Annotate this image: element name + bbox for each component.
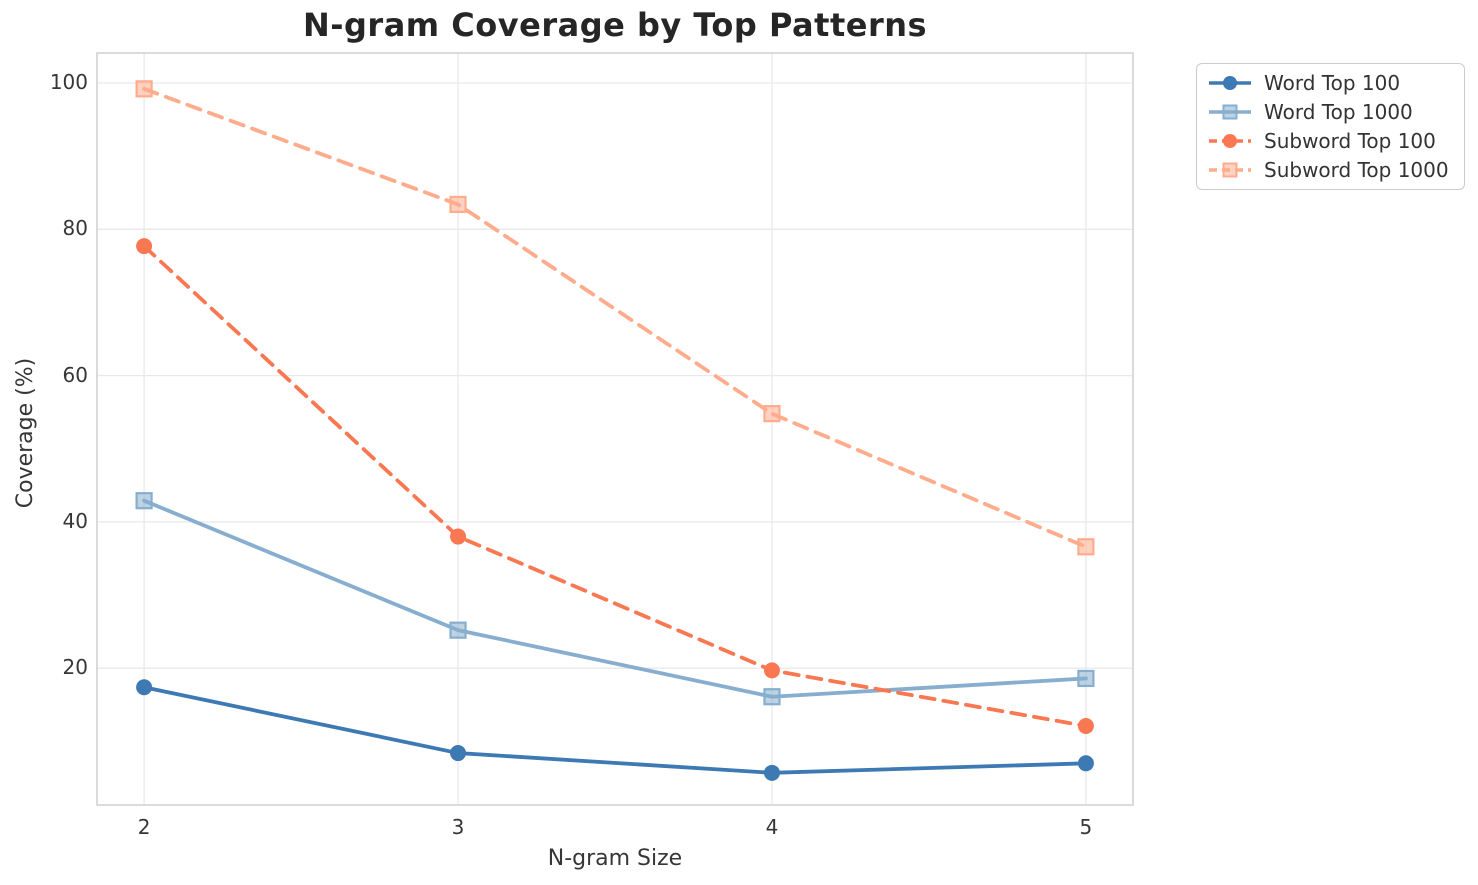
x-tick-label: 2 bbox=[137, 815, 151, 839]
legend-label: Subword Top 1000 bbox=[1264, 157, 1449, 182]
data-point-subword-top-100 bbox=[136, 238, 153, 255]
legend-marker-circle-icon bbox=[1223, 133, 1237, 148]
data-point-word-top-100 bbox=[450, 745, 467, 762]
data-point-word-top-100 bbox=[136, 679, 153, 696]
series-line-word-top-1000 bbox=[142, 498, 1088, 699]
data-point-subword-top-1000 bbox=[763, 405, 781, 423]
legend-item-word-top-100: Word Top 100 bbox=[1207, 71, 1454, 95]
legend-sample-circle-icon bbox=[1209, 76, 1251, 91]
data-point-subword-top-100 bbox=[450, 528, 467, 545]
data-point-word-top-1000 bbox=[763, 688, 781, 706]
legend: Word Top 100 Word Top 1000 Subword Top 100… bbox=[1196, 63, 1465, 190]
chart-title: N-gram Coverage by Top Patterns bbox=[302, 6, 928, 44]
legend-item-subword-top-1000: Subword Top 1000 bbox=[1207, 158, 1454, 182]
legend-marker-square-icon bbox=[1222, 162, 1238, 178]
data-point-subword-top-1000 bbox=[449, 195, 467, 214]
data-point-word-top-1000 bbox=[135, 492, 153, 510]
series-line-word-top-100 bbox=[142, 685, 1088, 775]
series-line-subword-top-1000 bbox=[142, 86, 1088, 549]
legend-label: Word Top 1000 bbox=[1264, 100, 1413, 125]
data-point-subword-top-1000 bbox=[135, 80, 153, 98]
x-axis-label: N-gram Size bbox=[547, 846, 683, 871]
data-point-word-top-1000 bbox=[449, 621, 467, 639]
series-line-subword-top-100 bbox=[142, 244, 1088, 728]
x-tick-label: 4 bbox=[765, 815, 779, 839]
legend-sample-circle-icon bbox=[1209, 133, 1251, 148]
legend-sample-square-icon bbox=[1209, 162, 1251, 178]
data-point-subword-top-100 bbox=[1077, 717, 1094, 734]
data-point-subword-top-100 bbox=[763, 662, 780, 679]
data-point-word-top-1000 bbox=[1077, 669, 1095, 688]
legend-item-subword-top-100: Subword Top 100 bbox=[1207, 129, 1454, 153]
legend-marker-circle-icon bbox=[1223, 76, 1237, 91]
legend-label: Word Top 100 bbox=[1264, 71, 1401, 96]
legend-label: Subword Top 100 bbox=[1264, 128, 1436, 153]
data-point-word-top-100 bbox=[763, 764, 780, 781]
data-point-word-top-100 bbox=[1077, 755, 1094, 772]
x-tick-label: 5 bbox=[1079, 815, 1093, 839]
y-tick-label: 20 bbox=[62, 655, 88, 680]
y-tick-label: 60 bbox=[62, 362, 88, 387]
y-tick-label: 80 bbox=[62, 216, 88, 241]
legend-marker-square-icon bbox=[1222, 104, 1238, 120]
data-point-subword-top-1000 bbox=[1077, 538, 1095, 556]
x-tick-label: 3 bbox=[451, 815, 465, 839]
legend-item-word-top-1000: Word Top 1000 bbox=[1207, 100, 1454, 124]
legend-sample-square-icon bbox=[1209, 104, 1251, 120]
y-tick-label: 100 bbox=[49, 69, 88, 94]
axes-border bbox=[96, 52, 1134, 806]
y-tick-label: 40 bbox=[62, 508, 88, 533]
